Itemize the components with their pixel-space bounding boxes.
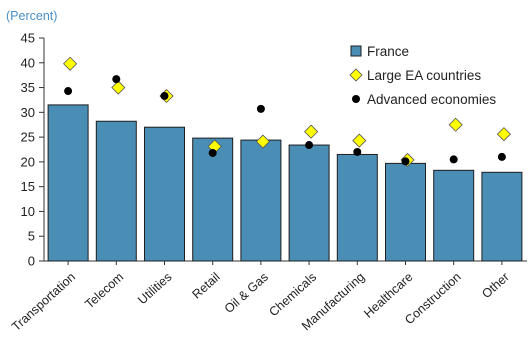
- diamond-marker: [448, 117, 463, 132]
- legend-swatch-large-ea: [349, 68, 363, 82]
- y-tick-label: 20: [21, 154, 35, 169]
- bar-construction: [433, 169, 475, 262]
- legend-label: France: [367, 44, 409, 59]
- dot-marker: [353, 147, 362, 156]
- y-tick-label: 5: [28, 229, 35, 244]
- bar-utilities: [144, 126, 185, 262]
- diamond-marker: [63, 56, 78, 71]
- dot-marker: [160, 91, 169, 100]
- y-tick-label: 15: [21, 179, 35, 194]
- diamond-marker: [496, 127, 511, 142]
- dot-marker: [64, 87, 73, 96]
- y-tick-label: 30: [21, 105, 35, 120]
- bar-retail: [192, 137, 234, 262]
- y-tick-label: 0: [28, 254, 35, 269]
- y-tick-label: 10: [21, 204, 35, 219]
- dot-marker: [449, 155, 458, 164]
- dot-marker: [208, 148, 217, 157]
- dot-marker: [305, 141, 314, 150]
- x-tick-label: Telecom: [82, 270, 126, 312]
- x-tick-label: Utilities: [135, 270, 174, 307]
- legend-swatch-france: [350, 45, 362, 57]
- x-tick-label: Retail: [190, 270, 223, 302]
- dot-marker: [256, 104, 265, 113]
- x-tick-label: Oil & Gas: [222, 270, 271, 316]
- dot-marker: [497, 152, 506, 161]
- bar-telecom: [95, 120, 137, 262]
- y-tick-label: 25: [21, 130, 35, 145]
- diamond-marker: [352, 133, 367, 148]
- x-tick-label: Transportation: [9, 270, 78, 334]
- diamond-marker: [255, 134, 270, 149]
- bar-chemicals: [288, 144, 330, 262]
- x-tick-label: Other: [479, 270, 512, 301]
- diamond-marker: [304, 124, 319, 139]
- bar-manufacturing: [336, 153, 378, 262]
- legend-label: Large EA countries: [367, 68, 481, 83]
- bar-other: [481, 171, 523, 262]
- legend-label: Advanced economies: [367, 92, 496, 107]
- chart-subtitle: (Percent): [6, 9, 57, 23]
- legend-swatch-advanced: [352, 95, 360, 103]
- bar-oil-gas: [240, 139, 282, 262]
- diamond-marker: [111, 80, 126, 95]
- dot-marker: [112, 75, 121, 84]
- y-tick-label: 40: [21, 55, 35, 70]
- bar-transportation: [47, 104, 89, 262]
- y-tick-label: 35: [21, 80, 35, 95]
- bar-healthcare: [385, 162, 426, 262]
- dot-marker: [401, 157, 410, 166]
- y-tick-label: 45: [21, 31, 35, 46]
